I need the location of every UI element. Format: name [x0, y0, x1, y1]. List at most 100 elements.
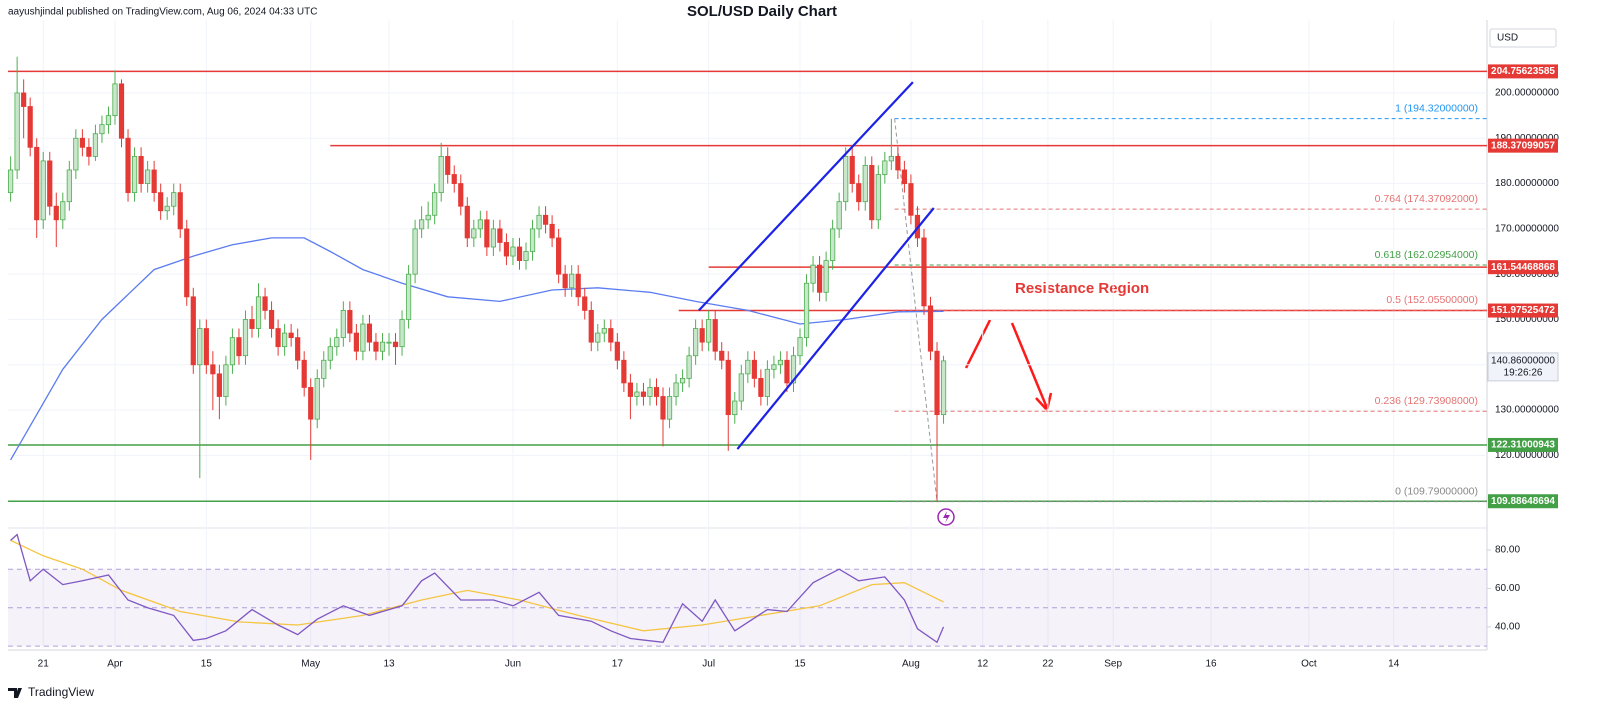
candle-body: [210, 364, 216, 375]
candle-body: [451, 174, 457, 184]
candle-body: [145, 169, 151, 184]
arrow-up: [964, 319, 992, 369]
level-tag: [1488, 138, 1558, 153]
candle-body: [536, 214, 542, 230]
candle-body: [477, 219, 483, 230]
x-tick-label: 12: [977, 659, 989, 670]
candle-body: [647, 387, 653, 397]
candle-body: [373, 341, 379, 352]
candle-body: [764, 368, 770, 397]
candle-body: [901, 169, 908, 184]
candle-body: [706, 319, 712, 343]
rsi-line: [10, 533, 945, 644]
candle-body: [601, 328, 607, 334]
candle-body: [686, 355, 692, 379]
candle-body: [927, 305, 934, 352]
currency-box: [1489, 28, 1557, 48]
candle-body: [262, 296, 268, 311]
candle-body: [771, 364, 777, 370]
candle-body: [399, 319, 405, 348]
level-tag-label: 188.37099057: [1491, 140, 1555, 151]
candle-body: [308, 387, 314, 420]
candle-body: [471, 228, 477, 239]
candle-body: [14, 92, 20, 171]
candle-body: [425, 214, 431, 221]
candle-body: [366, 323, 373, 343]
candle-body: [738, 373, 744, 402]
candle-body: [503, 242, 510, 257]
candle-body: [823, 260, 829, 293]
rsi-tick-label: 60.00: [1495, 583, 1520, 594]
price-tag: [1487, 352, 1559, 382]
candle-body: [490, 228, 496, 248]
candle-body: [40, 160, 46, 221]
x-tick-label: 16: [1205, 659, 1217, 670]
x-tick-label: Sep: [1104, 659, 1122, 670]
candle-body: [190, 296, 196, 366]
candle-body: [432, 192, 438, 216]
y-tick-label: 150.00000000: [1495, 314, 1559, 325]
candle-body: [758, 377, 764, 397]
candle-body: [908, 183, 914, 216]
candle-body: [810, 264, 816, 284]
candle-body: [203, 328, 209, 366]
candle-body: [112, 83, 118, 117]
candle-body: [569, 273, 575, 289]
candle-body: [405, 273, 412, 320]
candle-body: [60, 201, 66, 221]
candle-body: [412, 228, 418, 275]
candle-body: [693, 328, 699, 357]
candle-body: [745, 359, 751, 375]
candle-body: [445, 155, 451, 175]
y-tick-label: 190.00000000: [1495, 133, 1559, 144]
candle-body: [699, 328, 705, 343]
candle-body: [327, 346, 333, 361]
candle-body: [921, 237, 927, 307]
candle-body: [549, 223, 555, 239]
level-tag-label: 151.97525472: [1491, 305, 1555, 316]
candle-body: [784, 359, 790, 384]
candle-body: [575, 273, 581, 298]
candle-body: [797, 337, 803, 357]
x-tick-label: Jul: [702, 659, 715, 670]
candle-body: [177, 192, 183, 230]
candle-body: [27, 106, 33, 148]
trendline: [698, 81, 914, 312]
candle-body: [751, 359, 757, 379]
fib-label: 0.764 (174.37092000): [1375, 193, 1478, 205]
candle-body: [47, 160, 53, 207]
y-tick-label: 200.00000000: [1495, 88, 1559, 99]
ma-line: [10, 237, 944, 461]
candle-body: [223, 364, 229, 397]
x-tick-label: 21: [38, 659, 50, 670]
level-tag-label: 109.88648694: [1491, 496, 1555, 507]
candle-body: [719, 350, 725, 361]
candle-body: [360, 323, 366, 352]
candle-body: [790, 355, 797, 384]
candle-body: [288, 332, 294, 339]
countdown: 19:26:26: [1504, 368, 1543, 379]
candle-body: [334, 337, 340, 348]
candle-body: [282, 332, 288, 348]
candle-body: [347, 310, 353, 334]
candle-body: [86, 146, 92, 157]
price-tag-label: 140.86000000: [1491, 356, 1555, 367]
candle-body: [673, 382, 679, 397]
candle-body: [184, 228, 190, 298]
candle-body: [516, 246, 523, 261]
rsi-tick-label: 40.00: [1495, 622, 1520, 633]
y-tick-label: 160.00000000: [1495, 269, 1559, 280]
candle-body: [66, 169, 72, 203]
candle-body: [582, 296, 588, 311]
candle-body: [105, 115, 112, 126]
x-tick-label: 13: [383, 659, 395, 670]
level-tag: [1488, 494, 1558, 509]
candle-body: [73, 137, 79, 171]
candle-body: [542, 214, 549, 225]
candle-body: [321, 359, 327, 379]
candle-body: [640, 391, 647, 397]
candle-body: [666, 396, 673, 420]
candle-body: [275, 328, 281, 348]
candle-body: [118, 83, 125, 139]
candle-body: [849, 155, 855, 184]
